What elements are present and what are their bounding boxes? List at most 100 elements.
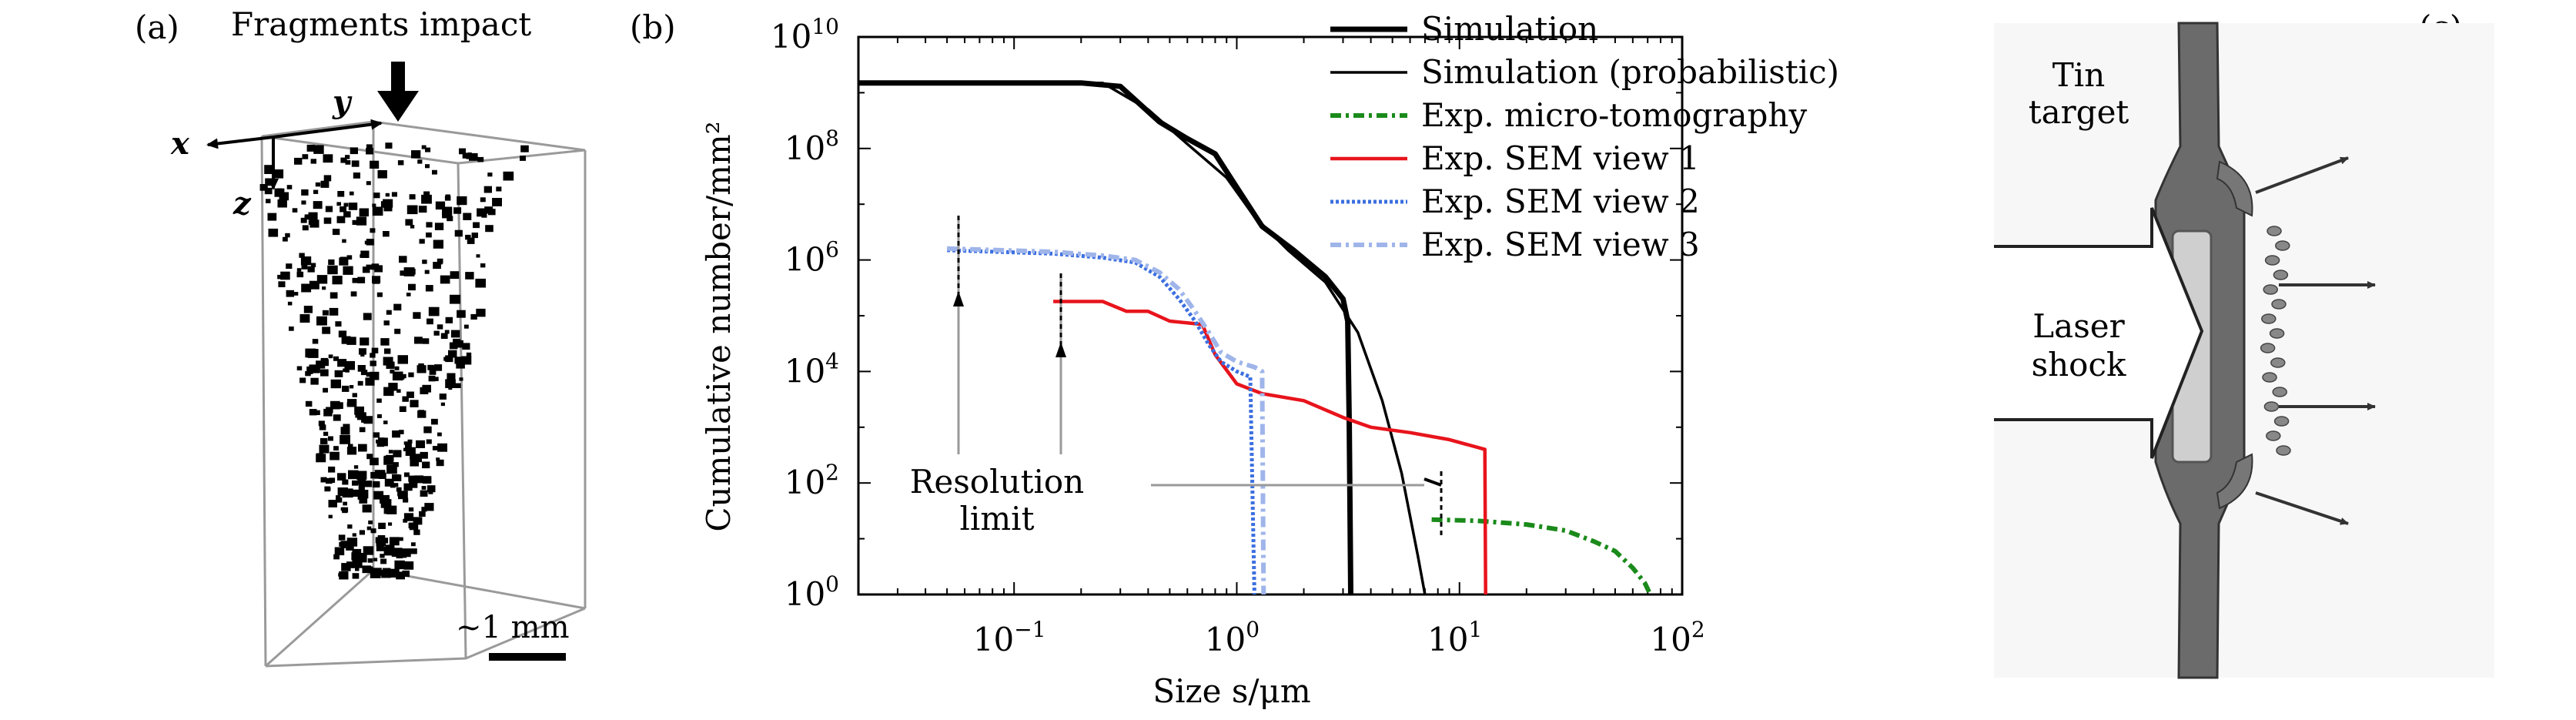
fragment	[350, 489, 360, 497]
fragment	[308, 212, 318, 220]
fragment	[402, 570, 410, 578]
fragment	[432, 446, 438, 450]
fragment	[352, 277, 359, 283]
fragment	[420, 490, 428, 497]
fragment	[427, 485, 434, 491]
fragment	[273, 169, 284, 179]
fragment	[357, 365, 366, 372]
legend-label: Simulation	[1421, 10, 1598, 48]
ejecta-particle	[2275, 240, 2290, 251]
fragment	[370, 353, 376, 358]
fragment	[320, 180, 330, 188]
fragment	[410, 548, 417, 554]
fragment	[278, 281, 286, 287]
fragment	[454, 340, 463, 348]
fragment	[292, 208, 298, 213]
fragment	[436, 457, 440, 461]
fragment	[353, 465, 359, 469]
fragment	[352, 480, 358, 486]
fragment	[341, 336, 351, 344]
fragment	[310, 263, 316, 267]
fragment	[383, 231, 390, 237]
fragment	[413, 517, 423, 525]
axis-x-label: x	[170, 126, 190, 162]
fragment	[336, 495, 341, 500]
fragment	[366, 264, 373, 270]
fragment	[413, 529, 420, 535]
fragment	[403, 561, 414, 570]
fragment	[434, 223, 444, 230]
fragment	[397, 550, 407, 558]
fragment	[370, 471, 379, 479]
fragment	[330, 292, 338, 299]
fragment	[372, 203, 376, 207]
fragment	[285, 233, 290, 238]
fragment	[425, 147, 431, 152]
fragment	[376, 537, 386, 547]
fragment	[286, 185, 293, 189]
fragment	[383, 387, 394, 397]
fragment	[429, 369, 437, 375]
ejecta-particle	[2267, 226, 2282, 236]
ejecta-particles	[2260, 226, 2291, 456]
fragment	[487, 172, 493, 177]
y-tick-label: 104	[785, 348, 839, 390]
fragment	[503, 171, 514, 181]
fragment	[378, 522, 386, 529]
y-tick-label: 106	[785, 237, 839, 279]
fragment	[370, 457, 379, 466]
fragment	[447, 216, 453, 222]
fragment	[380, 558, 387, 564]
fragment	[380, 554, 385, 558]
laser-shock-label-line1: Laser	[2032, 307, 2125, 345]
fragment	[369, 566, 373, 570]
fragment	[349, 191, 354, 196]
coordinate-axes: x y z	[170, 84, 383, 222]
fragment	[410, 458, 419, 467]
panel-c: (c) Tin target Laser shock	[1994, 8, 2494, 679]
fragment	[337, 191, 345, 197]
fragment	[422, 260, 427, 264]
fragment	[444, 196, 451, 201]
fragment	[403, 267, 415, 276]
fragment	[365, 377, 375, 386]
panel-b: (b) 10−1 100 101 102 100 102 104 106 108 1010 Siz…	[630, 8, 1839, 710]
fragment	[410, 455, 414, 460]
fragment	[492, 198, 502, 206]
fragment	[459, 377, 463, 381]
fragment	[397, 355, 408, 364]
fragment	[306, 366, 312, 371]
fragment	[341, 563, 351, 571]
ejecta-particle	[2269, 328, 2285, 339]
fragment	[302, 154, 309, 159]
fragment	[406, 205, 418, 215]
fragment	[422, 338, 430, 344]
fragment	[359, 348, 366, 355]
fragment	[309, 364, 319, 373]
fragment	[357, 276, 366, 283]
fragment	[399, 256, 407, 263]
fragment	[393, 450, 402, 457]
fragment	[353, 172, 360, 179]
fragment	[309, 409, 317, 416]
resolution-label-line1: Resolution	[910, 463, 1084, 501]
fragment	[264, 187, 273, 195]
fragment	[461, 356, 472, 365]
fragment	[358, 484, 365, 490]
fragment	[427, 318, 433, 325]
resolution-label-line2: limit	[959, 500, 1034, 537]
fragment	[348, 444, 353, 449]
fragment	[383, 357, 393, 366]
fragment	[391, 548, 403, 558]
fragment	[426, 222, 433, 228]
fragment	[408, 475, 416, 482]
fragment	[336, 497, 343, 503]
fragment	[440, 402, 445, 407]
fragment	[405, 447, 416, 456]
fragment	[280, 271, 290, 280]
fragment	[443, 357, 449, 361]
fragment	[340, 541, 350, 548]
fragment	[374, 470, 386, 479]
fragment	[359, 530, 365, 535]
fragment	[421, 486, 427, 490]
